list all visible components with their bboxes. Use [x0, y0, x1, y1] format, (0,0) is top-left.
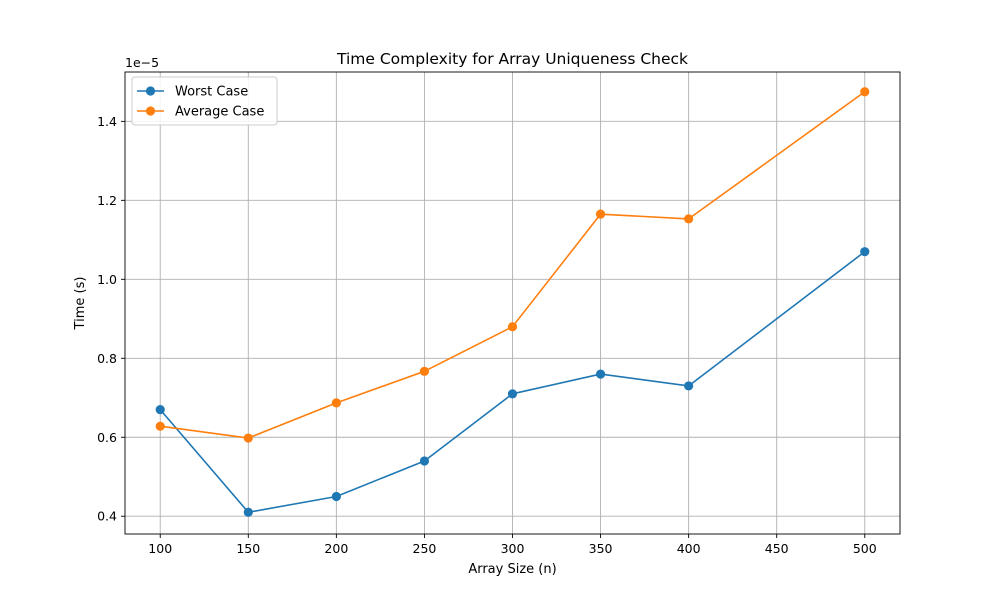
- legend: Worst Case Average Case: [131, 76, 278, 126]
- data-point: [243, 507, 253, 517]
- legend-box: [131, 76, 278, 126]
- data-point: [155, 405, 165, 415]
- x-tick-label: 500: [853, 541, 877, 556]
- legend-item: Average Case: [137, 105, 264, 120]
- grid-lines: [125, 72, 900, 534]
- chart-title: Time Complexity for Array Uniqueness Che…: [336, 50, 688, 68]
- data-point: [419, 456, 430, 466]
- x-tick-label: 200: [324, 541, 348, 556]
- y-tick-label: 1.2: [97, 193, 117, 208]
- series-line: [159, 251, 866, 514]
- legend-item: Worst Case: [137, 85, 248, 100]
- data-point: [419, 366, 430, 376]
- x-tick-label: 100: [148, 541, 172, 556]
- x-tick-label: 400: [677, 541, 701, 556]
- x-axis-label: Array Size (n): [468, 562, 556, 577]
- legend-marker: [145, 86, 156, 96]
- data-point: [684, 381, 694, 391]
- y-axis-label: Time (s): [73, 277, 88, 331]
- x-tick-label: 350: [589, 541, 613, 556]
- series-line: [160, 91, 866, 439]
- x-tick-label: 150: [236, 541, 260, 556]
- series-2: [155, 87, 870, 443]
- legend-marker: [145, 106, 156, 116]
- y-axis: 0.4 0.6 0.8 1.0 1.2 1.4: [97, 114, 125, 524]
- data-point: [595, 209, 606, 219]
- data-point: [331, 398, 341, 408]
- series-layer: [155, 87, 870, 517]
- legend-label: Average Case: [175, 105, 264, 120]
- data-point: [507, 322, 518, 332]
- x-tick-label: 450: [765, 541, 789, 556]
- y-axis-offset-label: 1e−5: [125, 55, 159, 70]
- y-tick-label: 0.6: [97, 430, 117, 445]
- y-tick-label: 0.4: [97, 509, 117, 524]
- x-tick-label: 250: [413, 541, 437, 556]
- y-tick-label: 1.4: [97, 114, 117, 129]
- y-tick-label: 1.0: [97, 272, 117, 287]
- data-point: [155, 421, 165, 431]
- data-point: [860, 87, 870, 97]
- data-point: [860, 247, 870, 257]
- y-tick-label: 0.8: [97, 351, 117, 366]
- x-tick-label: 300: [501, 541, 525, 556]
- x-axis: 100 150 200 250 300 350 400 450 500: [148, 534, 877, 556]
- data-point: [595, 369, 606, 379]
- data-point: [507, 389, 518, 399]
- legend-label: Worst Case: [175, 85, 248, 100]
- data-point: [331, 491, 341, 502]
- data-point: [243, 433, 253, 443]
- data-point: [684, 214, 694, 224]
- series-1: [155, 247, 870, 517]
